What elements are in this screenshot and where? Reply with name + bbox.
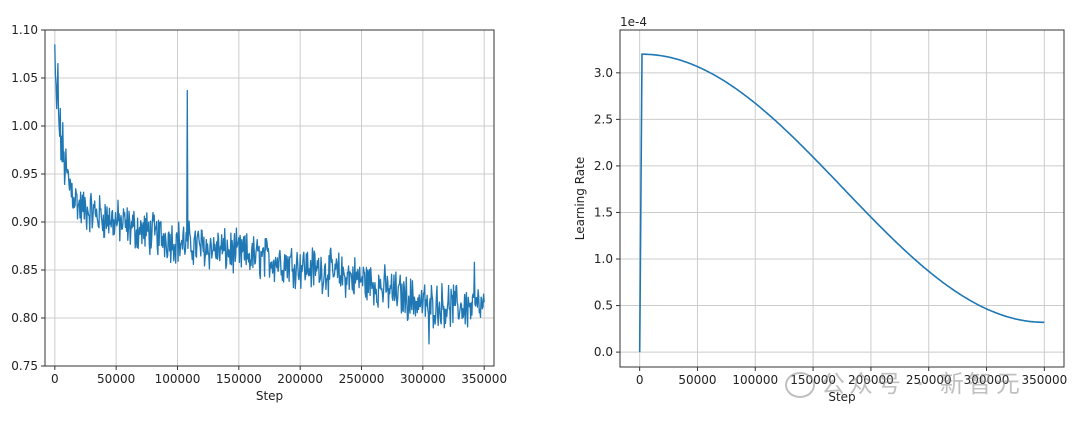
y-tick-label: 2.5 xyxy=(594,112,613,126)
x-tick-label: 250000 xyxy=(339,372,385,386)
y-tick-label: 1.00 xyxy=(11,119,38,133)
y-tick-label: 1.0 xyxy=(594,252,613,266)
x-tick-label: 350000 xyxy=(1021,373,1067,387)
learning-rate-chart: 0 50000 100000 150000 200000 250000 300000 3500… xyxy=(573,15,1067,404)
x-tick-label: 300000 xyxy=(400,372,446,386)
x-tick-label: 50000 xyxy=(97,372,135,386)
y-tick-label: 0.5 xyxy=(594,299,613,313)
axis-offset-label: 1e-4 xyxy=(620,15,647,29)
x-tick-label: 100000 xyxy=(732,373,778,387)
y-tick-label: 0.95 xyxy=(11,167,38,181)
y-tick-label: 1.05 xyxy=(11,71,38,85)
y-tick-label: 0.80 xyxy=(11,311,38,325)
x-tick-label: 350000 xyxy=(461,372,507,386)
plot-frame xyxy=(44,29,495,367)
y-tick-label: 0.90 xyxy=(11,215,38,229)
y-tick-label: 0.75 xyxy=(11,359,38,373)
y-tick-label: 1.10 xyxy=(11,23,38,37)
x-tick-label: 250000 xyxy=(906,373,952,387)
y-tick-label: 2.0 xyxy=(594,159,613,173)
y-tick-label: 0.0 xyxy=(594,345,613,359)
watermark: 公众号 · 新智元 xyxy=(785,364,1024,399)
x-tick-label: 50000 xyxy=(678,373,716,387)
x-tick-label: 0 xyxy=(51,372,59,386)
x-axis-label: Step xyxy=(828,390,855,404)
plot-frame xyxy=(619,29,1065,368)
y-tick-label: 1.5 xyxy=(594,205,613,219)
watermark-text: 公众号 · 新智元 xyxy=(821,370,1024,398)
wechat-icon xyxy=(785,372,815,398)
x-axis-label: Step xyxy=(256,389,283,403)
loss-chart: 0 50000 100000 150000 200000 250000 300000 3500… xyxy=(11,23,507,403)
x-tick-label: 0 xyxy=(636,373,644,387)
learning-rate-series-line xyxy=(638,53,1045,353)
x-tick-label: 100000 xyxy=(155,372,201,386)
x-tick-label: 200000 xyxy=(277,372,323,386)
x-tick-label: 200000 xyxy=(848,373,894,387)
y-axis-label: Learning Rate xyxy=(573,157,587,240)
loss-series-line xyxy=(54,44,485,345)
x-tick-label: 150000 xyxy=(216,372,262,386)
x-tick-label: 300000 xyxy=(964,373,1010,387)
y-tick-label: 0.85 xyxy=(11,263,38,277)
y-tick-label: 3.0 xyxy=(594,66,613,80)
